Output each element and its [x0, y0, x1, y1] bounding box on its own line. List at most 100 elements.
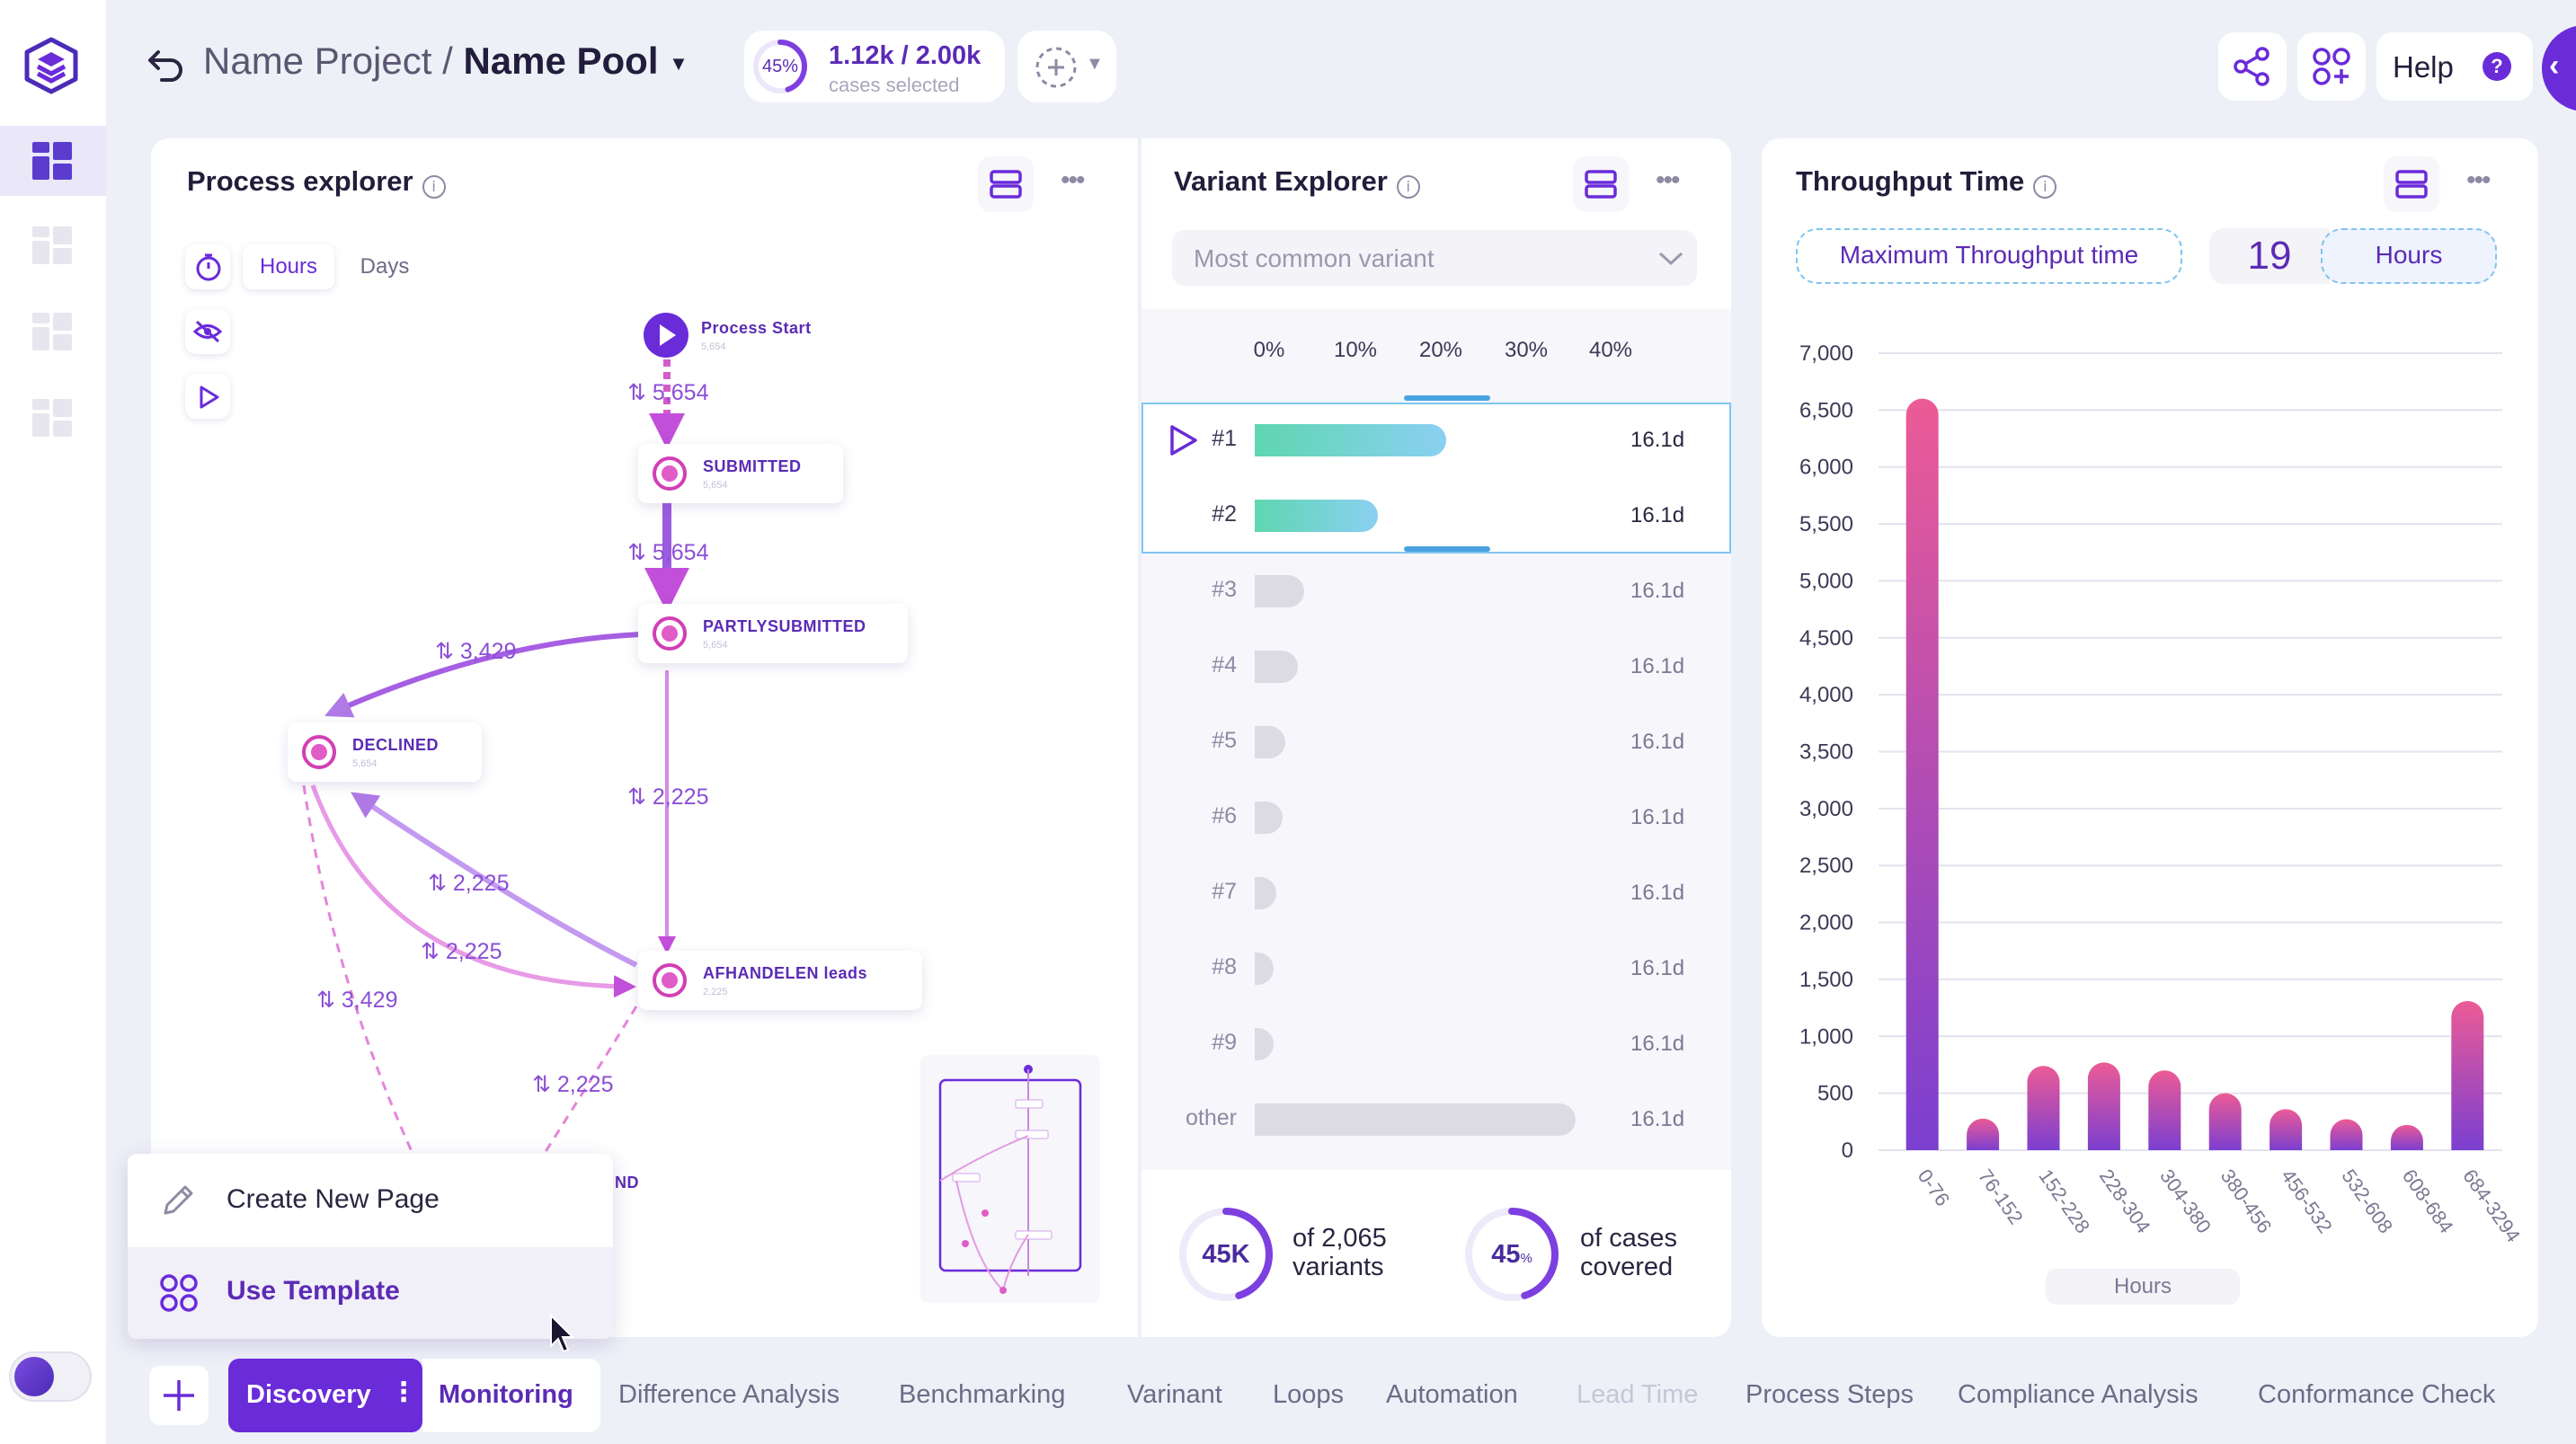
chart-bar[interactable] — [1905, 398, 1939, 1150]
breadcrumb-project[interactable]: Name Project — [203, 40, 432, 82]
tab-loops[interactable]: Loops — [1273, 1380, 1345, 1409]
variant-label: #2 — [1212, 501, 1237, 527]
node-afhandelen-leads[interactable]: AFHANDELEN leads 2,225 — [638, 951, 922, 1010]
chart-bar[interactable] — [2451, 1001, 2484, 1150]
tab-difference-analysis[interactable]: Difference Analysis — [618, 1380, 840, 1409]
info-icon[interactable]: i — [1396, 174, 1420, 199]
variant-bar[interactable] — [1255, 802, 1283, 834]
toggle-days[interactable]: Days — [360, 254, 410, 279]
tab-lead-time[interactable]: Lead Time — [1577, 1380, 1699, 1409]
play-circle-icon — [644, 313, 688, 358]
tab-monitoring[interactable]: Monitoring — [422, 1359, 600, 1432]
edge-label: ⇅ 2,225 — [532, 1072, 614, 1097]
chart-bar[interactable] — [2208, 1093, 2242, 1150]
collapse-panel-button[interactable]: ‹ — [2542, 25, 2576, 111]
add-page-button[interactable] — [149, 1366, 209, 1425]
filter-add-button[interactable]: ▼ — [1017, 31, 1116, 102]
variant-bar[interactable] — [1255, 877, 1277, 909]
chart-bar[interactable] — [2330, 1119, 2363, 1150]
cases-count: 1.12k / 2.00k — [829, 41, 982, 70]
variant-bar[interactable] — [1255, 424, 1446, 456]
sidebar-item-page-4[interactable] — [32, 399, 72, 437]
chart-bar[interactable] — [2027, 1066, 2060, 1150]
play-button[interactable] — [185, 374, 230, 419]
variant-bar[interactable] — [1255, 952, 1274, 985]
app-logo[interactable] — [22, 36, 81, 95]
more-options-icon[interactable]: ••• — [1656, 165, 1680, 195]
tab-menu-icon[interactable]: ⋮ — [390, 1378, 417, 1407]
sidebar-item-page-2[interactable] — [32, 226, 72, 264]
scrubber-top[interactable] — [1404, 395, 1490, 401]
more-options-icon[interactable]: ••• — [1061, 165, 1085, 195]
chart-bar[interactable] — [2270, 1109, 2303, 1150]
sidebar-item-page-3[interactable] — [32, 313, 72, 350]
chart-bar[interactable] — [2087, 1062, 2120, 1150]
node-title: DECLINED — [352, 735, 440, 754]
variant-dropdown[interactable]: Most common variant — [1172, 230, 1697, 286]
variant-duration: 16.1d — [1630, 956, 1685, 980]
sidebar-item-dashboard[interactable] — [0, 126, 106, 196]
back-icon[interactable] — [146, 43, 187, 84]
toggle-hours[interactable]: Hours — [243, 244, 334, 289]
hide-button[interactable] — [185, 309, 230, 354]
plus-icon — [164, 1380, 194, 1411]
tab-compliance-analysis[interactable]: Compliance Analysis — [1958, 1380, 2198, 1409]
variant-explorer-panel: Variant Explorer i ••• Most common varian… — [1141, 138, 1731, 1337]
node-submitted[interactable]: SUBMITTED 5,654 — [638, 444, 843, 503]
tab-varinant[interactable]: Varinant — [1127, 1380, 1222, 1409]
play-icon — [200, 385, 219, 409]
variant-bar[interactable] — [1255, 1103, 1576, 1136]
info-icon[interactable]: i — [422, 174, 446, 199]
edge-partly-declined[interactable] — [324, 632, 641, 718]
node-count: 2,225 — [703, 986, 728, 997]
chart-bar[interactable] — [2390, 1124, 2423, 1150]
variants-value: 45K — [1202, 1240, 1250, 1269]
variant-bar[interactable] — [1255, 575, 1304, 607]
tab-automation[interactable]: Automation — [1386, 1380, 1518, 1409]
apps-button[interactable] — [2297, 32, 2366, 101]
variant-bar[interactable] — [1255, 726, 1286, 758]
cases-progress-ring — [753, 40, 807, 93]
info-icon[interactable]: i — [2033, 174, 2057, 199]
help-button[interactable]: Help ? — [2376, 32, 2533, 101]
process-minimap[interactable] — [920, 1055, 1100, 1303]
x-tick-label: 304-380 — [2155, 1165, 2216, 1237]
layout-toggle-button[interactable] — [978, 156, 1034, 212]
node-declined[interactable]: DECLINED 5,654 — [288, 722, 482, 782]
cases-selected-widget[interactable]: 45% 1.12k / 2.00k cases selected — [744, 31, 1005, 102]
theme-toggle[interactable] — [9, 1351, 92, 1402]
layout-toggle-button[interactable] — [1573, 156, 1629, 212]
node-title: AFHANDELEN leads — [703, 963, 868, 982]
timer-button[interactable] — [185, 244, 230, 289]
chevron-down-icon — [1658, 252, 1683, 266]
variant-bar[interactable] — [1255, 1028, 1274, 1060]
more-options-icon[interactable]: ••• — [2466, 165, 2491, 195]
chart-bar[interactable] — [1967, 1118, 2000, 1150]
metric-select[interactable]: Maximum Throughput time — [1796, 228, 2182, 284]
variant-duration: 16.1d — [1630, 805, 1685, 829]
edge-afhandelen-declined[interactable] — [351, 792, 638, 968]
edge-declined-afhandelen[interactable] — [310, 784, 636, 998]
variant-bar[interactable] — [1255, 500, 1379, 532]
use-template-item[interactable]: Use Template — [128, 1247, 613, 1339]
chart-bar[interactable] — [2148, 1070, 2181, 1150]
tab-process-steps[interactable]: Process Steps — [1745, 1380, 1914, 1409]
unit-select[interactable]: Hours — [2321, 228, 2497, 284]
chevron-down-icon[interactable]: ▼ — [669, 51, 688, 75]
breadcrumb-pool[interactable]: Name Pool — [463, 40, 659, 82]
cases-covered-value: 45% — [1491, 1240, 1532, 1269]
play-variant-icon[interactable] — [1168, 424, 1199, 456]
variant-label: #8 — [1212, 954, 1237, 979]
node-process-start[interactable]: Process Start 5,654 — [644, 313, 812, 358]
share-button[interactable] — [2218, 32, 2287, 101]
node-partlysubmitted[interactable]: PARTLYSUBMITTED 5,654 — [638, 604, 908, 663]
metric-value[interactable]: 19 — [2209, 228, 2330, 284]
tab-discovery[interactable]: Discovery ⋮ — [228, 1359, 422, 1432]
layout-toggle-button[interactable] — [2384, 156, 2439, 212]
tab-benchmarking[interactable]: Benchmarking — [899, 1380, 1066, 1409]
tab-conformance-check[interactable]: Conformance Check — [2258, 1380, 2496, 1409]
scrubber-bottom[interactable] — [1404, 546, 1490, 552]
breadcrumb: Name Project / Name Pool ▼ — [203, 40, 688, 83]
create-new-page-item[interactable]: Create New Page — [128, 1154, 613, 1244]
variant-bar[interactable] — [1255, 651, 1299, 683]
